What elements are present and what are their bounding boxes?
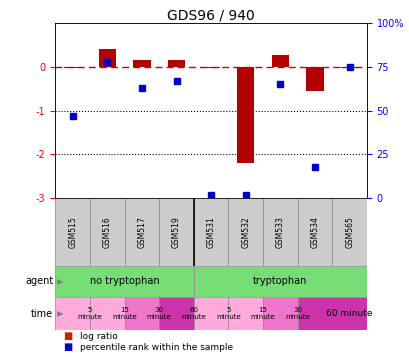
Text: 30
minute: 30 minute [146,307,171,320]
Text: GSM565: GSM565 [344,216,353,248]
Bar [133,60,150,67]
Bar [90,198,124,266]
Bar [167,60,185,67]
Text: ▶: ▶ [57,309,64,318]
Text: ■: ■ [63,331,73,341]
Text: GSM515: GSM515 [68,216,77,248]
Text: GDS96 / 940: GDS96 / 940 [167,9,254,23]
Bar [159,297,193,330]
Bar [263,198,297,266]
Text: 15
minute: 15 minute [250,307,275,320]
Bar [228,198,263,266]
Text: 30
minute: 30 minute [285,307,309,320]
Bar [228,297,263,330]
Bar [263,297,297,330]
Text: tryptophan: tryptophan [253,276,307,287]
Bar [202,67,219,68]
Text: 5
minute: 5 minute [216,307,240,320]
Text: 60
minute: 60 minute [181,307,206,320]
Text: GSM533: GSM533 [275,216,284,248]
Text: time: time [31,308,53,319]
Bar [90,297,124,330]
Text: percentile rank within the sample: percentile rank within the sample [80,342,232,352]
Text: ▶: ▶ [57,277,64,286]
Text: no tryptophan: no tryptophan [90,276,159,287]
Bar [236,67,254,163]
Text: 60 minute: 60 minute [326,309,372,318]
Bar [124,198,159,266]
Bar [297,198,332,266]
Bar [159,198,193,266]
Text: GSM516: GSM516 [103,216,112,248]
Bar [297,297,366,330]
Bar [99,49,116,67]
Bar [193,297,228,330]
Text: GSM532: GSM532 [240,216,249,248]
Text: ■: ■ [63,342,73,352]
Text: 15
minute: 15 minute [112,307,137,320]
Bar [55,198,90,266]
Text: 5
minute: 5 minute [77,307,102,320]
Bar [193,198,228,266]
Bar [332,198,366,266]
Bar [55,266,193,297]
Text: agent: agent [25,276,53,287]
Text: log ratio: log ratio [80,332,117,341]
Text: GSM517: GSM517 [137,216,146,248]
Text: GSM519: GSM519 [172,216,181,248]
Bar [64,67,81,68]
Bar [271,55,288,67]
Text: GSM534: GSM534 [310,216,319,248]
Bar [55,297,90,330]
Bar [306,67,323,91]
Text: GSM531: GSM531 [206,216,215,248]
Bar [193,266,366,297]
Bar [124,297,159,330]
Bar [340,67,357,68]
